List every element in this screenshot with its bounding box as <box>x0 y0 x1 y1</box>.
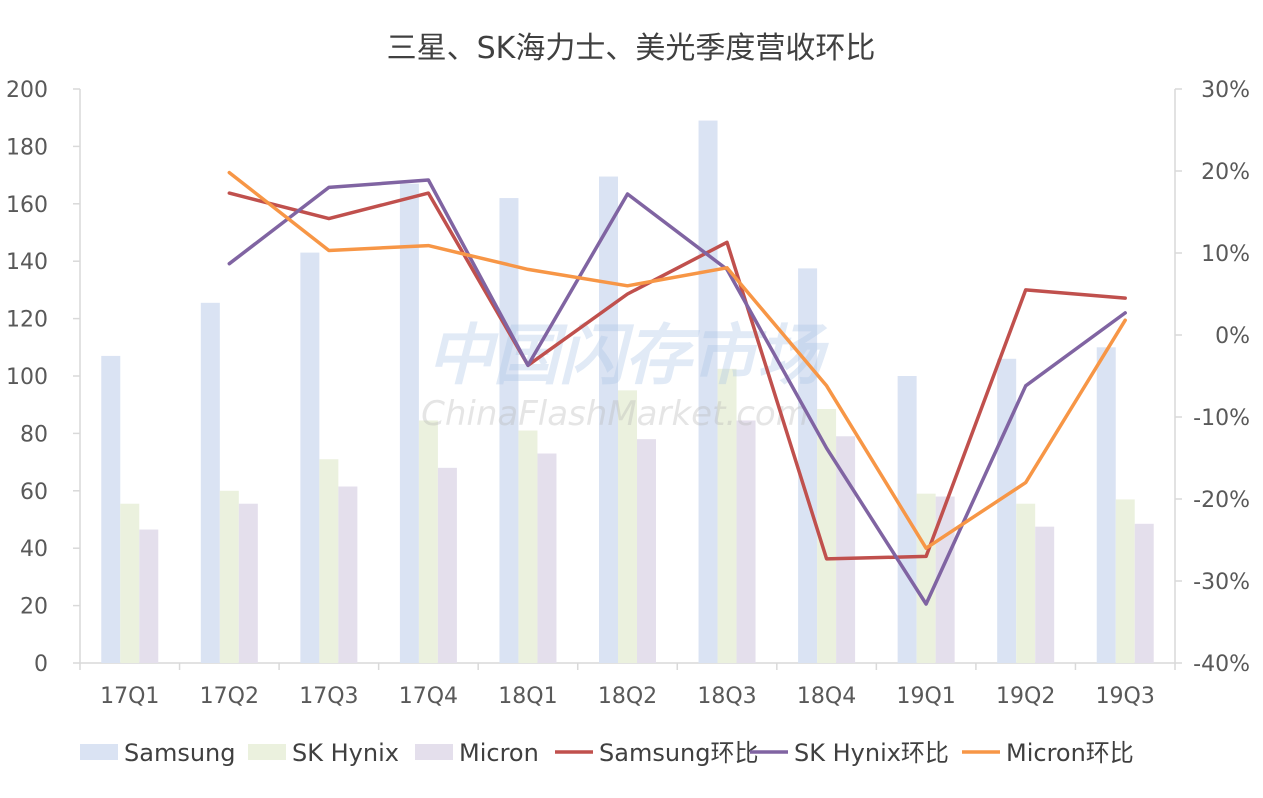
watermark-text-cn: 中国闪存市场 <box>427 317 829 394</box>
x-tick-label: 18Q2 <box>598 684 657 709</box>
bar <box>736 420 756 663</box>
left-tick-label: 140 <box>6 250 48 275</box>
bar <box>997 358 1017 663</box>
series-line <box>227 170 1127 550</box>
x-tick-label: 19Q2 <box>996 684 1055 709</box>
x-tick-label: 17Q1 <box>100 684 159 709</box>
x-tick-label: 19Q3 <box>1096 684 1155 709</box>
bar <box>1115 499 1135 663</box>
axes: 0 20 40 60 80 100 120 140 160 180 200 -40% -30% -20% -… <box>6 78 1250 709</box>
right-tick-label: 10% <box>1201 242 1250 267</box>
bar <box>437 467 457 663</box>
bar <box>1096 347 1116 663</box>
bar <box>599 176 618 663</box>
bar <box>238 503 258 663</box>
x-tick-label: 18Q3 <box>697 684 756 709</box>
watermark-text-en: ChinaFlashMarket.com <box>421 394 809 434</box>
x-tick-label: 17Q2 <box>200 684 259 709</box>
series-line <box>227 178 1127 606</box>
legend-swatch <box>415 744 453 760</box>
bar <box>637 439 656 663</box>
lines <box>227 170 1127 606</box>
left-tick-label: 40 <box>20 537 48 562</box>
left-tick-label: 20 <box>20 595 48 620</box>
bar <box>120 503 140 663</box>
legend-label: Micron <box>459 739 539 767</box>
legend-label: SK Hynix <box>292 739 399 767</box>
legend-label: Samsung环比 <box>599 739 758 767</box>
left-tick-label: 0 <box>34 652 48 677</box>
bar <box>518 430 538 663</box>
bar <box>399 183 419 663</box>
bar <box>101 355 121 663</box>
bar <box>717 368 737 663</box>
x-tick-label: 19Q1 <box>896 684 955 709</box>
legend-swatch <box>248 744 286 760</box>
legend-swatch <box>80 744 118 760</box>
series-line <box>227 191 1127 561</box>
bar <box>319 459 339 663</box>
left-tick-label: 80 <box>20 422 48 447</box>
bar <box>338 486 358 663</box>
left-tick-label: 180 <box>6 135 48 160</box>
legend-label: Samsung <box>124 739 235 767</box>
bar <box>300 252 320 663</box>
bar <box>200 302 220 663</box>
bar <box>139 529 159 663</box>
chart-title: 三星、SK海力士、美光季度营收环比 <box>387 31 876 66</box>
bar <box>1016 503 1036 663</box>
left-tick-label: 200 <box>6 78 48 103</box>
bar <box>499 198 519 663</box>
x-tick-label: 18Q4 <box>797 684 856 709</box>
right-tick-label: -40% <box>1193 652 1250 677</box>
legend: Samsung SK Hynix Micron Samsung环比 SK Hynix环比… <box>80 739 1134 767</box>
bar <box>916 493 936 663</box>
bar <box>1035 526 1055 663</box>
bar <box>537 453 557 663</box>
legend-label: Micron环比 <box>1006 739 1134 767</box>
right-tick-label: -10% <box>1193 406 1250 431</box>
right-tick-label: 20% <box>1201 160 1250 185</box>
left-tick-label: 120 <box>6 308 48 333</box>
legend-label: SK Hynix环比 <box>794 739 949 767</box>
bar <box>817 409 837 663</box>
bar <box>618 390 637 663</box>
left-tick-label: 60 <box>20 480 48 505</box>
left-tick-label: 100 <box>6 365 48 390</box>
bar <box>219 490 239 663</box>
right-tick-label: -30% <box>1193 570 1250 595</box>
bar <box>418 420 438 663</box>
bar <box>836 436 856 663</box>
x-tick-label: 17Q4 <box>399 684 458 709</box>
bars <box>101 120 1154 663</box>
right-tick-label: 0% <box>1215 324 1250 349</box>
x-tick-label: 17Q3 <box>299 684 358 709</box>
right-tick-label: 30% <box>1201 78 1250 103</box>
x-tick-label: 18Q1 <box>498 684 557 709</box>
bar <box>1134 523 1154 663</box>
left-tick-label: 160 <box>6 193 48 218</box>
right-tick-label: -20% <box>1193 488 1250 513</box>
